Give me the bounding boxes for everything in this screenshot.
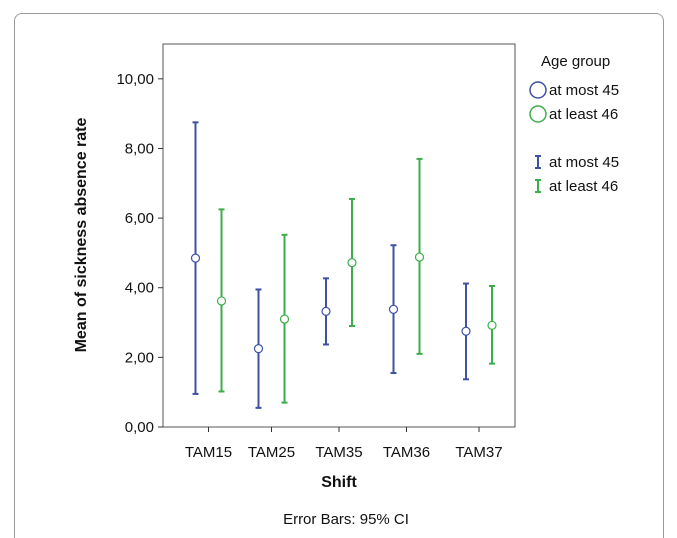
mean-marker — [487, 320, 497, 330]
mean-marker — [279, 314, 290, 324]
y-tick-label: 10,00 — [116, 71, 154, 88]
y-tick-label: 4,00 — [125, 280, 154, 297]
legend-title: Age group — [541, 53, 610, 70]
legend-marker-label: at most 45 — [549, 82, 619, 99]
y-tick-label: 8,00 — [125, 140, 154, 157]
y-tick-label: 2,00 — [125, 349, 154, 366]
y-axis-title: Mean of sickness absence rate — [73, 118, 90, 353]
y-tick-label: 0,00 — [125, 419, 154, 436]
legend-marker-icon — [529, 105, 547, 123]
legend-bar-label: at most 45 — [549, 154, 619, 171]
footnote: Error Bars: 95% CI — [283, 511, 409, 528]
mean-marker — [414, 252, 425, 262]
legend: Age group at most 45 at least 46 at most 4… — [529, 53, 619, 195]
mean-marker — [216, 296, 227, 306]
y-tick-label: 6,00 — [125, 210, 154, 227]
x-tick-label: TAM15 — [185, 444, 232, 461]
mean-marker — [190, 253, 201, 263]
x-tick-label: TAM25 — [248, 444, 295, 461]
x-tick-label: TAM37 — [455, 444, 502, 461]
legend-marker-icon — [529, 81, 547, 99]
mean-marker — [388, 304, 399, 314]
mean-marker — [461, 326, 471, 336]
plot-area — [162, 43, 516, 428]
x-axis-title: Shift — [321, 474, 357, 491]
x-tick-label: TAM35 — [315, 444, 362, 461]
legend-marker-label: at least 46 — [549, 106, 618, 123]
chart-frame — [14, 13, 664, 538]
mean-marker — [347, 258, 357, 268]
mean-marker — [321, 306, 331, 317]
legend-bar-label: at least 46 — [549, 178, 618, 195]
mean-marker — [253, 344, 264, 354]
x-tick-label: TAM36 — [383, 444, 430, 461]
